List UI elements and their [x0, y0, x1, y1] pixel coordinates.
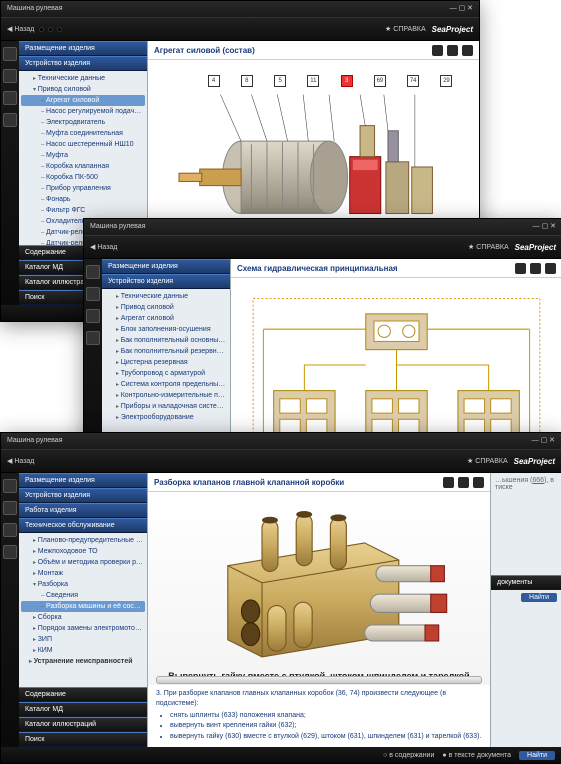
titlebar: Машина рулевая— ▢ ✕	[84, 219, 561, 235]
tree-item[interactable]: Фонарь	[19, 194, 147, 205]
tree-item[interactable]: Насос шестеренный НШ10	[19, 139, 147, 150]
tree-item[interactable]: Привод силовой	[102, 302, 230, 313]
tree-item[interactable]: Бак пополнительный основных силовых агре…	[102, 335, 230, 346]
note-item: вывернуть винт крепления гайки (632);	[170, 721, 482, 731]
tree-item[interactable]: Технические данные	[19, 73, 147, 84]
window-valve-disassembly: Машина рулевая— ▢ ✕ ◀ Назад ★ СПРАВКАSea…	[0, 432, 561, 764]
tree-item[interactable]: Монтаж	[19, 568, 147, 579]
toolbar: ◀ Назад ★ СПРАВКА SeaProject	[1, 17, 479, 41]
tree-item[interactable]: Агрегат силовой	[102, 313, 230, 324]
tree-item[interactable]: Коробка ПК-500	[19, 172, 147, 183]
note-item: вывернуть гайку (630) вместе с втулкой (…	[170, 732, 482, 742]
content-title: Схема гидравлическая принципиальная	[237, 264, 398, 273]
sidebar-header[interactable]: Устройство изделия	[19, 56, 147, 71]
tree-item[interactable]: Трубопровод с арматурой	[102, 368, 230, 379]
nav-tree: Планово-предупредительные осмотрыМежпохо…	[19, 533, 147, 687]
tree-item[interactable]: Агрегат силовой	[21, 95, 145, 106]
tree-item[interactable]: Разборка	[19, 579, 147, 590]
tree-item[interactable]: Разборка машины и её составных частей	[21, 601, 145, 612]
tree-item[interactable]: Блок заполнения-осушения	[102, 324, 230, 335]
brand-logo: SeaProject	[432, 25, 473, 34]
tree-item[interactable]: Контрольно-измерительные приборы и инстр…	[102, 390, 230, 401]
rail-icon[interactable]	[3, 47, 17, 61]
callout-label[interactable]: 5	[274, 75, 286, 87]
callout-label[interactable]: 3	[341, 75, 353, 87]
tree-item[interactable]: Насос регулируемой подачи НК20	[19, 106, 147, 117]
callout-label[interactable]: 69	[374, 75, 386, 87]
back-button[interactable]: ◀ Назад	[90, 243, 117, 251]
callout-label[interactable]: 4	[208, 75, 220, 87]
left-rail	[1, 41, 19, 305]
callout-label[interactable]: 29	[440, 75, 452, 87]
note-heading: 3. При разборке клапанов главных клапанн…	[156, 689, 482, 709]
content-title: Агрегат силовой (состав)	[154, 46, 255, 55]
tool-icon[interactable]	[447, 45, 458, 56]
tree-item[interactable]: Технические данные	[102, 291, 230, 302]
viewport[interactable]: Вывернуть гайку вместе с втулкой, штоком…	[148, 492, 490, 747]
tree-item[interactable]: Устранение неисправностей	[19, 656, 147, 667]
tree-item[interactable]: Коробка клапанная	[19, 161, 147, 172]
callout-label[interactable]: 8	[241, 75, 253, 87]
nav-tree: Технические данныеПривод силовойАгрегат …	[102, 289, 230, 433]
tree-item[interactable]: КИМ	[19, 645, 147, 656]
tree-item[interactable]: Порядок замены электромоторов из состава…	[19, 623, 147, 634]
tree-item[interactable]: Планово-предупредительные осмотры	[19, 535, 147, 546]
rail-icon[interactable]	[3, 113, 17, 127]
rail-icon[interactable]	[3, 69, 17, 83]
tree-item[interactable]: Цистерна резервная	[102, 357, 230, 368]
toolbar: ◀ Назад ★ СПРАВКАSeaProject	[84, 235, 561, 259]
tree-item[interactable]: Объём и методика проверки рулевой машины…	[19, 557, 147, 568]
sidebar: Размещение изделия Устройство изделия Ра…	[19, 473, 148, 747]
content-title: Разборка клапанов главной клапанной коро…	[154, 478, 344, 487]
tree-item[interactable]: Фильтр ФГС	[19, 205, 147, 216]
sidebar-header[interactable]: Размещение изделия	[19, 41, 147, 56]
back-button[interactable]: ◀ Назад	[7, 25, 34, 33]
tree-item[interactable]: Бак пополнительный резервного силового а…	[102, 346, 230, 357]
tree-item[interactable]: Муфта соединительная	[19, 128, 147, 139]
tree-item[interactable]: Привод силовой	[19, 84, 147, 95]
tree-item[interactable]: Межпоходовое ТО	[19, 546, 147, 557]
app-title: Машина рулевая	[7, 1, 63, 17]
tree-item[interactable]: Электродвигатель	[19, 117, 147, 128]
tree-item[interactable]: Сведения	[19, 590, 147, 601]
tool-icon[interactable]	[462, 45, 473, 56]
tree-item[interactable]: Приборы и наладочная система дистанционн…	[102, 401, 230, 412]
tool-icon[interactable]	[432, 45, 443, 56]
rail-icon[interactable]	[3, 91, 17, 105]
notes-panel: 3. При разборке клапанов главных клапанн…	[148, 685, 490, 747]
window-controls[interactable]: — ▢ ✕	[450, 1, 473, 17]
help-button[interactable]: ★ СПРАВКА	[385, 25, 426, 33]
callout-label[interactable]: 11	[307, 75, 319, 87]
tree-item[interactable]: Прибор управления	[19, 183, 147, 194]
note-item: снять шплинты (633) положения клапана;	[170, 711, 482, 721]
tree-item[interactable]: Сборка	[19, 612, 147, 623]
titlebar: Машина рулевая — ▢ ✕	[1, 1, 479, 17]
scrubber[interactable]	[156, 676, 482, 684]
valve-block-drawing	[148, 492, 490, 685]
tree-item[interactable]: ЗИП	[19, 634, 147, 645]
callout-label[interactable]: 74	[407, 75, 419, 87]
tree-item[interactable]: Муфта	[19, 150, 147, 161]
tree-item[interactable]: Система контроля предельных параметров	[102, 379, 230, 390]
back-button[interactable]: ◀ Назад	[7, 457, 34, 465]
tree-item[interactable]: Электрооборудование	[102, 412, 230, 423]
